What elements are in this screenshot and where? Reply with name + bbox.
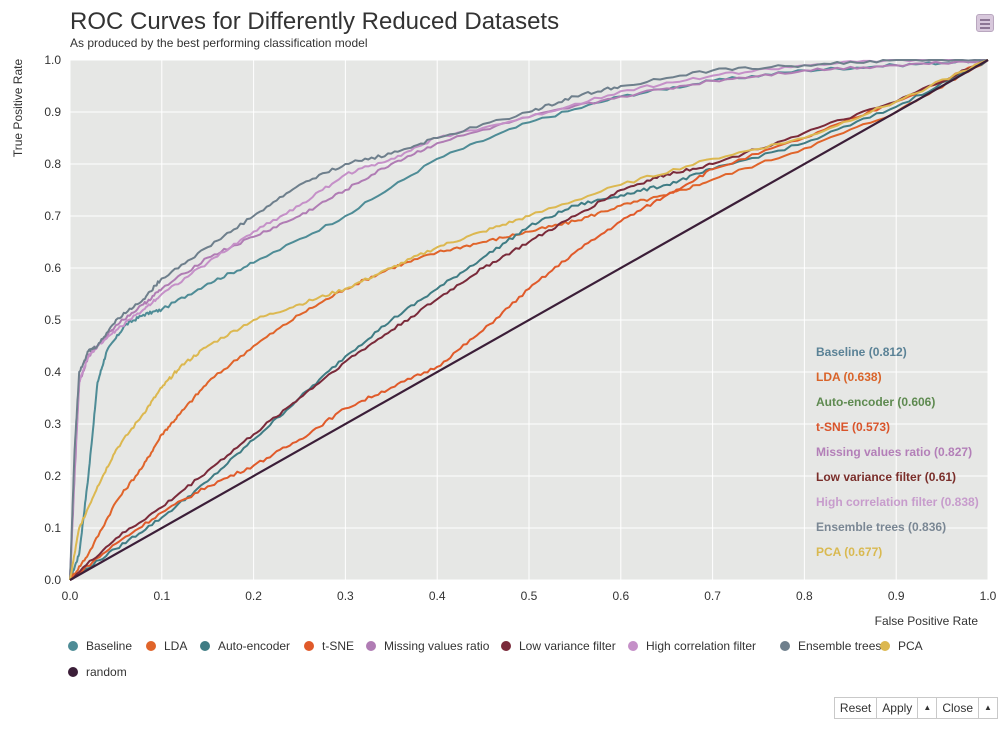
auc-annotation: Ensemble trees (0.836) (816, 520, 946, 534)
legend-label: PCA (898, 639, 923, 653)
series-line-pca (69, 59, 989, 581)
legend-marker (68, 641, 78, 651)
legend-item[interactable]: PCA (880, 638, 923, 654)
y-tick-label: 0.0 (44, 573, 61, 587)
y-tick-label: 0.2 (44, 469, 61, 483)
x-tick-label: 0.6 (612, 589, 629, 603)
x-tick-label: 0.8 (796, 589, 813, 603)
caret-up-icon[interactable]: ▲ (978, 697, 998, 719)
x-tick-label: 0.4 (429, 589, 446, 603)
hamburger-menu-icon[interactable] (976, 14, 994, 32)
legend-item[interactable]: Auto-encoder (200, 638, 290, 654)
legend-marker (366, 641, 376, 651)
series-lines (69, 59, 989, 581)
chart-subtitle: As produced by the best performing class… (70, 36, 368, 50)
caret-up-icon[interactable]: ▲ (917, 697, 938, 719)
legend-item[interactable]: High correlation filter (628, 638, 756, 654)
legend-marker (146, 641, 156, 651)
legend-label: Ensemble trees (798, 639, 882, 653)
y-tick-label: 1.0 (44, 53, 61, 67)
legend-item[interactable]: LDA (146, 638, 187, 654)
legend-label: Baseline (86, 639, 133, 653)
reset-button[interactable]: Reset (833, 697, 878, 719)
legend-label: random (86, 665, 127, 679)
auc-annotations: Baseline (0.812) LDA (0.638) Auto-encoder … (816, 345, 979, 559)
x-axis-title: False Positive Rate (875, 614, 979, 628)
legend-marker (880, 641, 890, 651)
chart-title: ROC Curves for Differently Reduced Datas… (70, 8, 560, 35)
auc-annotation: Baseline (0.812) (816, 345, 907, 359)
auc-annotation: Low variance filter (0.61) (816, 470, 956, 484)
x-tick-label: 0.3 (337, 589, 354, 603)
x-tick-label: 0.5 (521, 589, 538, 603)
legend-label: Auto-encoder (218, 639, 291, 653)
legend-item[interactable]: Missing values ratio (366, 638, 489, 654)
series-line-random (69, 59, 989, 581)
series-line-low-variance-filter (69, 59, 989, 581)
legend-label: Missing values ratio (384, 639, 490, 653)
x-tick-label: 0.2 (245, 589, 262, 603)
control-bar: Reset Apply ▲ Close ▲ (833, 697, 998, 719)
legend-label: LDA (164, 639, 188, 653)
y-tick-label: 0.8 (44, 157, 61, 171)
legend-marker (200, 641, 210, 651)
legend-marker (780, 641, 790, 651)
auc-annotation: Auto-encoder (0.606) (816, 395, 935, 409)
y-tick-label: 0.3 (44, 417, 61, 431)
x-tick-label: 0.7 (704, 589, 721, 603)
legend-label: t-SNE (322, 639, 355, 653)
auc-annotation: LDA (0.638) (816, 370, 882, 384)
y-tick-label: 0.5 (44, 313, 61, 327)
x-tick-label: 0.9 (888, 589, 905, 603)
legend-item[interactable]: Baseline (68, 638, 132, 654)
y-tick-label: 0.1 (44, 521, 61, 535)
series-line-high-correlation-filter (69, 59, 989, 581)
legend-label: High correlation filter (646, 639, 757, 653)
auc-annotation: t-SNE (0.573) (816, 420, 890, 434)
x-tick-label: 1.0 (980, 589, 997, 603)
y-tick-label: 0.7 (44, 209, 61, 223)
auc-annotation: Missing values ratio (0.827) (816, 445, 972, 459)
legend-marker (304, 641, 314, 651)
x-tick-label: 0.0 (62, 589, 79, 603)
y-axis-title: True Positive Rate (11, 59, 25, 158)
apply-button[interactable]: Apply (876, 697, 919, 719)
y-tick-label: 0.4 (44, 365, 61, 379)
x-tick-labels: 0.0 0.1 0.2 0.3 0.4 0.5 0.6 0.7 0.8 0.9 1.0 (62, 589, 997, 603)
grid-lines (69, 59, 989, 581)
legend-item[interactable]: t-SNE (304, 638, 354, 654)
legend-item[interactable]: Ensemble trees (780, 638, 881, 654)
legend-marker (68, 667, 78, 677)
legend-marker (501, 641, 511, 651)
y-tick-label: 0.6 (44, 261, 61, 275)
legend-item[interactable]: random (68, 664, 127, 680)
legend-label: Low variance filter (519, 639, 616, 653)
series-line-t-sne (69, 59, 989, 581)
auc-annotation: PCA (0.677) (816, 545, 882, 559)
y-tick-label: 0.9 (44, 105, 61, 119)
close-button[interactable]: Close (936, 697, 979, 719)
x-tick-label: 0.1 (153, 589, 170, 603)
y-tick-labels: 0.0 0.1 0.2 0.3 0.4 0.5 0.6 0.7 0.8 0.9 1.0 (44, 53, 61, 587)
legend-marker (628, 641, 638, 651)
series-line-ensemble-trees (69, 59, 989, 581)
legend-item[interactable]: Low variance filter (501, 638, 616, 654)
auc-annotation: High correlation filter (0.838) (816, 495, 979, 509)
